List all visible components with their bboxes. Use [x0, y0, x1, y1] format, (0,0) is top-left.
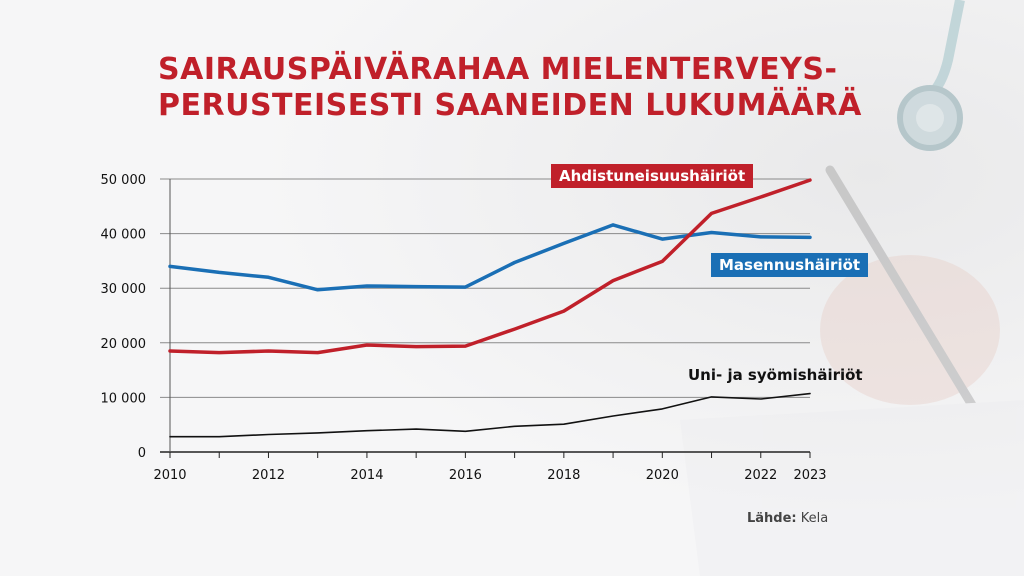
x-tick-label: 2016	[449, 468, 482, 483]
y-tick-label: 10 000	[101, 391, 147, 406]
x-tick-label: 2012	[252, 468, 285, 483]
x-tick-label: 2010	[153, 468, 186, 483]
x-tick-label: 2018	[547, 468, 580, 483]
series-line-0	[168, 178, 812, 355]
chart-title-line-1: SAIRAUSPÄIVÄRAHAA MIELENTERVEYS-	[158, 52, 838, 87]
y-tick-label: 30 000	[101, 282, 147, 297]
series-label-masennushairiot: Masennushäiriöt	[711, 253, 869, 277]
y-tick-label: 50 000	[101, 173, 147, 188]
series-line-2	[169, 392, 811, 438]
y-tick-label: 40 000	[101, 228, 147, 243]
hand-with-pen-image	[680, 165, 1024, 576]
series-line-1	[168, 223, 812, 292]
x-tick-label: 2023	[793, 468, 826, 483]
x-tick-label: 2020	[646, 468, 679, 483]
x-tick-label: 2022	[744, 468, 777, 483]
y-tick-label: 20 000	[101, 337, 147, 352]
source-label: Lähde:	[747, 511, 797, 526]
x-tick-label: 2014	[350, 468, 383, 483]
y-tick-label: 0	[138, 446, 146, 461]
source-note: Lähde: Kela	[747, 511, 828, 526]
source-value: Kela	[800, 511, 829, 526]
chart-title-line-2: PERUSTEISESTI SAANEIDEN LUKUMÄÄRÄ	[158, 88, 862, 123]
series-label-ahdistuneisuushairiot: Ahdistuneisuushäiriöt	[551, 164, 754, 188]
chart-title: SAIRAUSPÄIVÄRAHAA MIELENTERVEYS- PERUSTE…	[158, 52, 862, 124]
stethoscope-icon	[897, 0, 965, 151]
series-label-uni-ja-syomishairiot: Uni- ja syömishäiriöt	[688, 366, 863, 384]
